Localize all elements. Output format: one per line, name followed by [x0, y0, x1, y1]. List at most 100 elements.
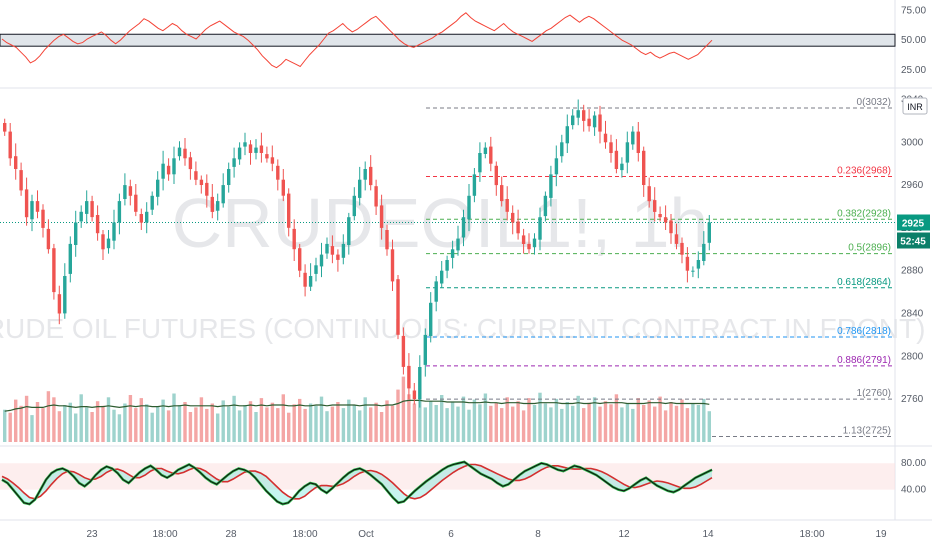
volume-ma-line — [4, 399, 710, 412]
volume-bar — [456, 406, 460, 442]
volume-bar — [19, 405, 23, 442]
candle — [379, 194, 384, 240]
volume-bar — [489, 405, 493, 442]
volume-bar — [74, 413, 78, 442]
volume-bar — [232, 395, 236, 442]
candle — [156, 171, 160, 206]
candle — [500, 176, 504, 207]
candle — [532, 233, 537, 255]
volume-bar — [614, 394, 619, 442]
candle — [374, 179, 378, 215]
volume-bar — [85, 407, 89, 442]
time-tick-label: 8 — [535, 529, 541, 540]
volume-bar — [330, 406, 335, 442]
volume-bar — [112, 409, 116, 442]
candle — [172, 146, 176, 184]
volume-bar — [385, 400, 389, 442]
volume-bar — [467, 409, 471, 442]
volume-bar — [401, 376, 406, 442]
volume-bar — [161, 399, 165, 442]
volume-bar — [216, 413, 220, 442]
stoch-d-line — [1, 463, 713, 500]
rsi-panel[interactable] — [0, 12, 896, 69]
volume-bar — [396, 389, 400, 442]
candle — [248, 140, 253, 165]
volume-bar — [79, 394, 83, 442]
volume-bar — [598, 406, 602, 442]
time-axis[interactable]: 23 18:00 28 18:00 Oct 6 8 12 14 18:00 19 — [86, 529, 887, 540]
candle — [95, 205, 100, 241]
candle — [620, 157, 624, 178]
candle — [385, 224, 389, 256]
candle — [363, 161, 367, 191]
candle — [216, 193, 220, 221]
volume-bar — [336, 402, 340, 442]
candle — [549, 165, 553, 207]
candle — [369, 155, 373, 191]
candle — [478, 142, 482, 182]
time-tick-label: 19 — [875, 529, 887, 540]
rsi-tick-label: 75.00 — [901, 5, 926, 16]
candle — [592, 111, 597, 136]
volume-bar — [123, 403, 127, 442]
candle — [194, 161, 198, 186]
volume-bar — [188, 412, 193, 442]
stochastic-rsi-panel[interactable] — [0, 460, 895, 506]
candle — [243, 132, 247, 156]
volume-bar — [177, 405, 182, 442]
volume-bars — [3, 376, 711, 442]
volume-bar — [620, 407, 624, 442]
stoch-tick-label: 80.00 — [901, 458, 926, 469]
price-axis[interactable]: 75.0050.0025.003040300029602920288028402… — [901, 5, 926, 495]
volume-bar — [292, 404, 296, 442]
price-candles[interactable] — [3, 99, 711, 408]
fibonacci-retracement[interactable]: 0(3032) 0.236(2968) 0.382(2928) 0.5(2896) 0.… — [0, 97, 895, 437]
candle — [571, 109, 575, 130]
candle — [538, 207, 542, 251]
volume-bar — [505, 397, 509, 442]
volume-bar — [35, 402, 40, 442]
currency-badge[interactable] — [902, 97, 928, 115]
volume-bar — [472, 399, 477, 442]
volume-bar — [576, 395, 580, 442]
volume-bar — [418, 398, 422, 442]
candle — [396, 275, 400, 340]
candle — [658, 206, 662, 222]
volume-bar — [308, 403, 313, 442]
volume-bar — [205, 408, 209, 442]
volume-bar — [221, 400, 225, 442]
volume-bar — [276, 408, 280, 442]
candle — [292, 219, 296, 261]
candle — [347, 212, 351, 255]
candle — [516, 209, 520, 240]
volume-bar — [636, 398, 640, 442]
candle — [587, 109, 591, 132]
time-tick-label: 6 — [448, 529, 454, 540]
candle — [79, 205, 83, 228]
countdown-value: 52:45 — [900, 237, 926, 248]
candle — [450, 240, 455, 269]
volume-bar — [303, 408, 307, 442]
fib-label-0.886: 0.886(2791) — [837, 355, 891, 366]
volume-bar — [68, 402, 72, 442]
candle — [423, 328, 427, 377]
candle — [467, 184, 471, 232]
volume-bar — [478, 404, 482, 442]
fib-label-0: 0(3032) — [857, 97, 891, 108]
candle — [674, 223, 679, 250]
volume-bar — [95, 401, 100, 442]
time-tick-label: 28 — [225, 529, 237, 540]
volume-bar — [145, 404, 149, 442]
candle — [57, 285, 62, 325]
candle — [412, 383, 417, 405]
volume-bar — [8, 412, 12, 442]
volume-bar — [30, 415, 34, 442]
candle — [237, 142, 242, 165]
candle — [134, 184, 138, 217]
candle — [276, 159, 280, 191]
volume-bar — [134, 408, 138, 442]
volume-bar — [592, 397, 597, 442]
candle — [390, 239, 395, 291]
candle — [298, 243, 302, 278]
